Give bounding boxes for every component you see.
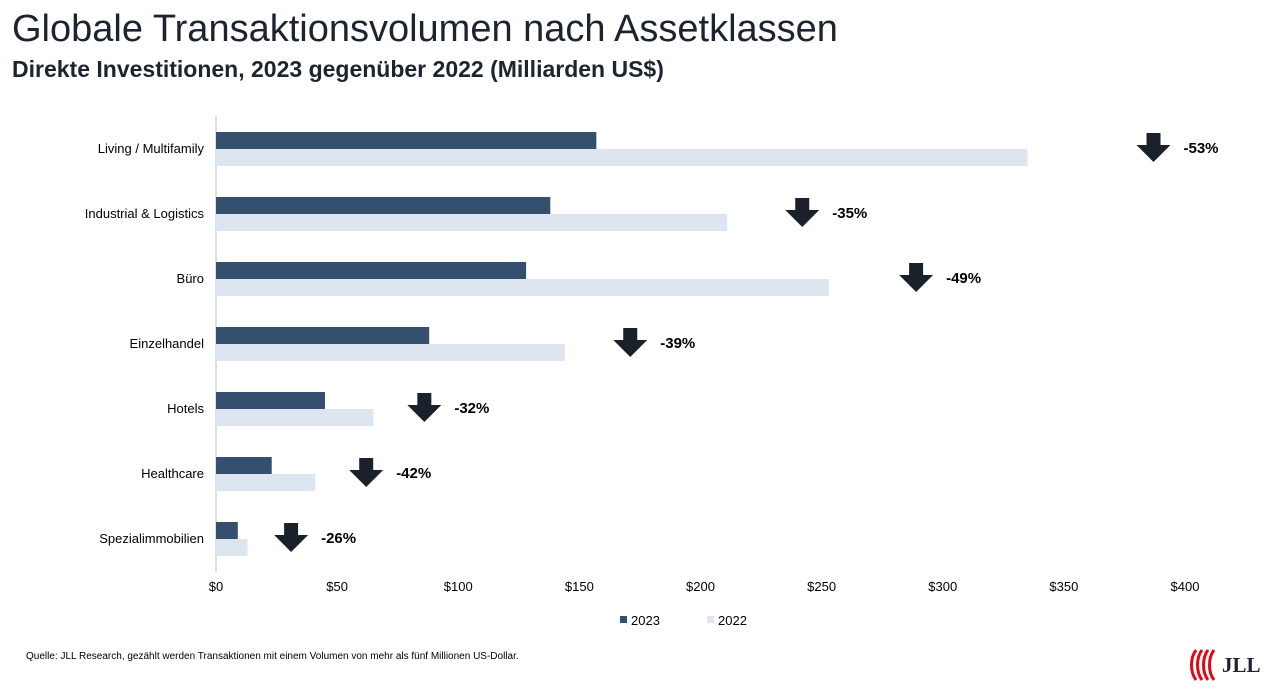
bar-2023 — [216, 132, 597, 149]
jll-logo-text: JLL — [1222, 652, 1261, 677]
down-arrow-icon — [349, 458, 384, 487]
bar-2022 — [216, 409, 374, 426]
x-tick-label: $400 — [1171, 579, 1200, 594]
bar-2022 — [216, 279, 829, 296]
change-label: -35% — [832, 205, 867, 222]
bar-2023 — [216, 197, 551, 214]
bar-2023 — [216, 327, 430, 344]
jll-logo: JLL — [1188, 648, 1261, 682]
category-label: Büro — [177, 271, 204, 286]
change-label: -53% — [1184, 140, 1219, 157]
bar-2022 — [216, 344, 565, 361]
down-arrow-icon — [899, 263, 934, 292]
bar-2022 — [216, 149, 1028, 166]
down-arrow-icon — [1136, 133, 1171, 162]
change-label: -39% — [660, 335, 695, 352]
bar-2023 — [216, 457, 272, 474]
down-arrow-icon — [407, 393, 442, 422]
category-label: Industrial & Logistics — [85, 206, 205, 221]
x-tick-label: $300 — [928, 579, 957, 594]
change-label: -42% — [396, 465, 431, 482]
down-arrow-icon — [785, 198, 820, 227]
x-tick-label: $100 — [444, 579, 473, 594]
legend-swatch-2022 — [707, 616, 714, 623]
chart-title: Globale Transaktionsvolumen nach Assetkl… — [12, 8, 838, 50]
change-label: -26% — [321, 530, 356, 547]
x-tick-label: $350 — [1049, 579, 1078, 594]
chart-subtitle: Direkte Investitionen, 2023 gegenüber 20… — [12, 56, 664, 82]
bar-2023 — [216, 392, 326, 409]
bar-2022 — [216, 539, 248, 556]
source-note: Quelle: JLL Research, gezählt werden Tra… — [26, 651, 519, 662]
category-label: Healthcare — [141, 466, 204, 481]
change-label: -32% — [454, 400, 489, 417]
x-tick-label: $150 — [565, 579, 594, 594]
category-label: Spezialimmobilien — [99, 531, 204, 546]
x-tick-label: $0 — [209, 579, 223, 594]
legend-label-2023: 2023 — [631, 613, 660, 628]
category-label: Einzelhandel — [130, 336, 205, 351]
down-arrow-icon — [613, 328, 648, 357]
legend-label-2022: 2022 — [718, 613, 747, 628]
down-arrow-icon — [274, 523, 309, 552]
bar-2023 — [216, 262, 527, 279]
x-tick-label: $200 — [686, 579, 715, 594]
bar-2023 — [216, 522, 238, 539]
bar-2022 — [216, 214, 728, 231]
category-label: Hotels — [167, 401, 204, 416]
category-label: Living / Multifamily — [98, 141, 205, 156]
x-tick-label: $50 — [326, 579, 348, 594]
x-tick-label: $250 — [807, 579, 836, 594]
change-label: -49% — [946, 270, 981, 287]
legend-swatch-2023 — [620, 616, 627, 623]
jll-logo-icon — [1190, 649, 1216, 681]
bar-2022 — [216, 474, 316, 491]
